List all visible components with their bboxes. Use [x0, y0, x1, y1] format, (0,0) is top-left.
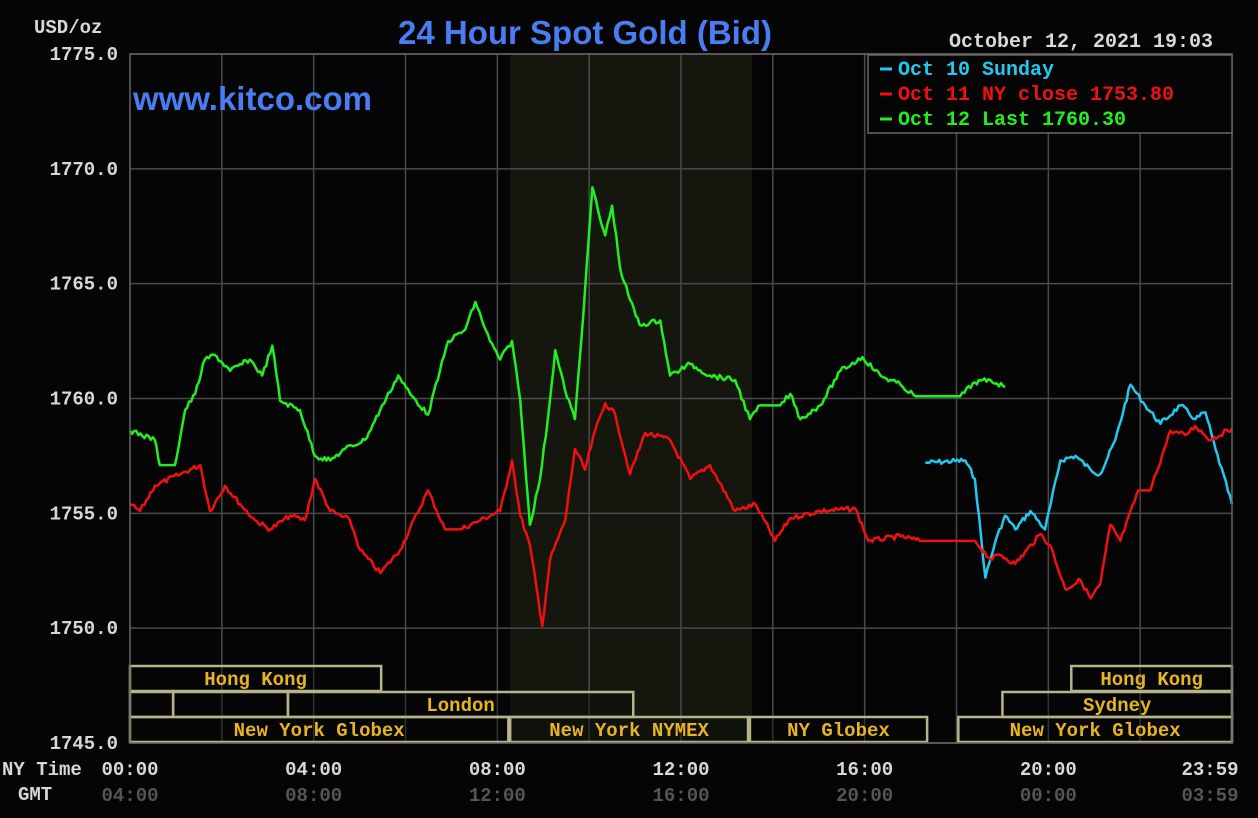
y-tick-label: 1755.0	[50, 503, 118, 525]
y-tick-label: 1750.0	[50, 618, 118, 640]
session-label: Hong Kong	[204, 669, 307, 691]
x-tick-label-gmt: 03:59	[1181, 785, 1238, 807]
x-tick-label-ny: 12:00	[652, 759, 709, 781]
series-line	[128, 185, 1006, 527]
grid	[130, 53, 1232, 744]
y-tick-label: 1760.0	[50, 389, 118, 411]
y-tick-label: 1775.0	[50, 44, 118, 66]
ny-time-label: NY Time	[2, 759, 82, 781]
session-label: New York NYMEX	[549, 720, 709, 742]
x-tick-label-ny: 20:00	[1020, 759, 1077, 781]
series-lines	[128, 185, 1234, 628]
gmt-label: GMT	[18, 784, 52, 806]
legend-entry: Oct 11 NY close 1753.80	[898, 84, 1174, 107]
plot-frame	[129, 53, 1233, 744]
trading-sessions: Hong Kong Hong Kong London Sydney New York G…	[128, 664, 1234, 744]
x-tick-label-ny: 00:00	[101, 759, 158, 781]
x-tick-label-ny: 23:59	[1181, 759, 1238, 781]
legend-entry: Oct 10 Sunday	[898, 59, 1054, 82]
session-bar	[748, 715, 929, 744]
session-label: NY Globex	[787, 720, 890, 742]
y-axis-ticks: 1775.0 1770.0 1765.0 1760.0 1755.0 1750.0 1745…	[50, 44, 118, 755]
y-tick-label: 1745.0	[50, 733, 118, 755]
y-axis-label: USD/oz	[34, 17, 102, 39]
x-tick-label-ny: 04:00	[285, 759, 342, 781]
session-label: London	[426, 695, 494, 717]
y-tick-label: 1770.0	[50, 159, 118, 181]
legend-box	[867, 54, 1233, 134]
session-label: New York Globex	[1010, 720, 1181, 742]
x-tick-label-gmt: 16:00	[652, 785, 709, 807]
session-label: Sydney	[1083, 695, 1152, 717]
series-line	[129, 401, 1234, 628]
timestamp: October 12, 2021 19:03	[949, 31, 1213, 54]
series-line	[925, 383, 1234, 579]
session-bar	[171, 690, 290, 719]
session-label: New York Globex	[234, 720, 405, 742]
chart-title: 24 Hour Spot Gold (Bid)	[398, 14, 772, 51]
y-tick-label: 1765.0	[50, 274, 118, 296]
kitco-watermark: www.kitco.com	[132, 80, 372, 117]
legend-entry: Oct 12 Last 1760.30	[898, 109, 1126, 132]
x-tick-label-ny: 08:00	[469, 759, 526, 781]
session-label: Hong Kong	[1100, 669, 1203, 691]
x-tick-label-gmt: 00:00	[1020, 785, 1077, 807]
x-tick-label-gmt: 04:00	[101, 785, 158, 807]
x-tick-label-ny: 16:00	[836, 759, 893, 781]
session-bar	[128, 690, 175, 719]
session-bar	[128, 664, 383, 693]
session-bar	[508, 715, 750, 744]
session-bar	[957, 715, 1234, 744]
x-tick-label-gmt: 08:00	[285, 785, 342, 807]
x-axis-ticks: 00:00 04:00 04:00 08:00 08:00 12:00 12:00 16:00…	[101, 759, 1238, 807]
x-tick-label-gmt: 12:00	[469, 785, 526, 807]
x-tick-label-gmt: 20:00	[836, 785, 893, 807]
